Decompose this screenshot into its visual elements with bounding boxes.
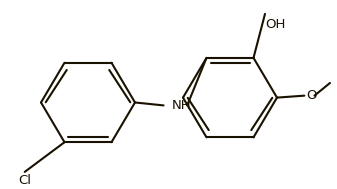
Text: Cl: Cl	[18, 174, 31, 187]
Text: NH: NH	[172, 99, 192, 112]
Text: OH: OH	[265, 18, 285, 31]
Text: O: O	[306, 89, 316, 102]
